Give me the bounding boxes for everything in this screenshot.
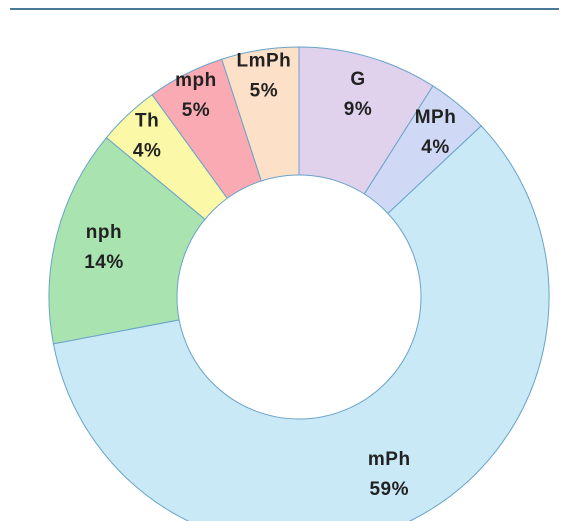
slice-percent-mph: 4% <box>421 137 449 158</box>
slice-label-lmph: LmPh <box>237 50 292 71</box>
slice-percent-mph: 59% <box>369 479 409 500</box>
slice-label-g: G <box>350 69 365 90</box>
slice-percent-nph: 14% <box>84 252 124 273</box>
slice-percent-th: 4% <box>133 140 161 161</box>
donut-hole <box>176 174 422 420</box>
slice-label-mph: mph <box>175 70 217 91</box>
slice-labels: G 9% MPh 4% mPh 59% nph 14% Th 4% mph 5% LmPh 5% <box>84 50 456 500</box>
top-divider-line <box>10 8 559 10</box>
slice-label-mph: mPh <box>368 449 411 470</box>
slice-label-mph: MPh <box>415 107 457 128</box>
slice-label-th: Th <box>135 110 159 131</box>
slice-percent-lmph: 5% <box>250 80 278 101</box>
slice-label-nph: nph <box>86 222 122 243</box>
slice-percent-mph: 5% <box>182 100 210 121</box>
slice-percent-g: 9% <box>344 99 372 120</box>
